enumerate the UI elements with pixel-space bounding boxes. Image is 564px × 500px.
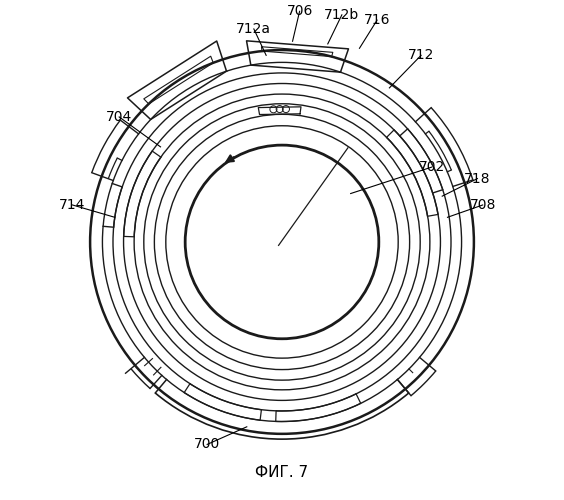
Text: 704: 704	[106, 110, 133, 124]
Text: 712: 712	[408, 48, 434, 62]
Text: 718: 718	[464, 172, 491, 185]
Text: 712a: 712a	[236, 22, 271, 36]
Text: 714: 714	[59, 198, 86, 212]
Text: ФИГ. 7: ФИГ. 7	[255, 465, 309, 480]
Text: 706: 706	[287, 4, 313, 18]
Text: 702: 702	[418, 160, 445, 174]
Text: 712b: 712b	[324, 8, 359, 22]
Text: 708: 708	[469, 198, 496, 212]
Text: 716: 716	[364, 13, 390, 27]
Text: 700: 700	[194, 438, 221, 452]
